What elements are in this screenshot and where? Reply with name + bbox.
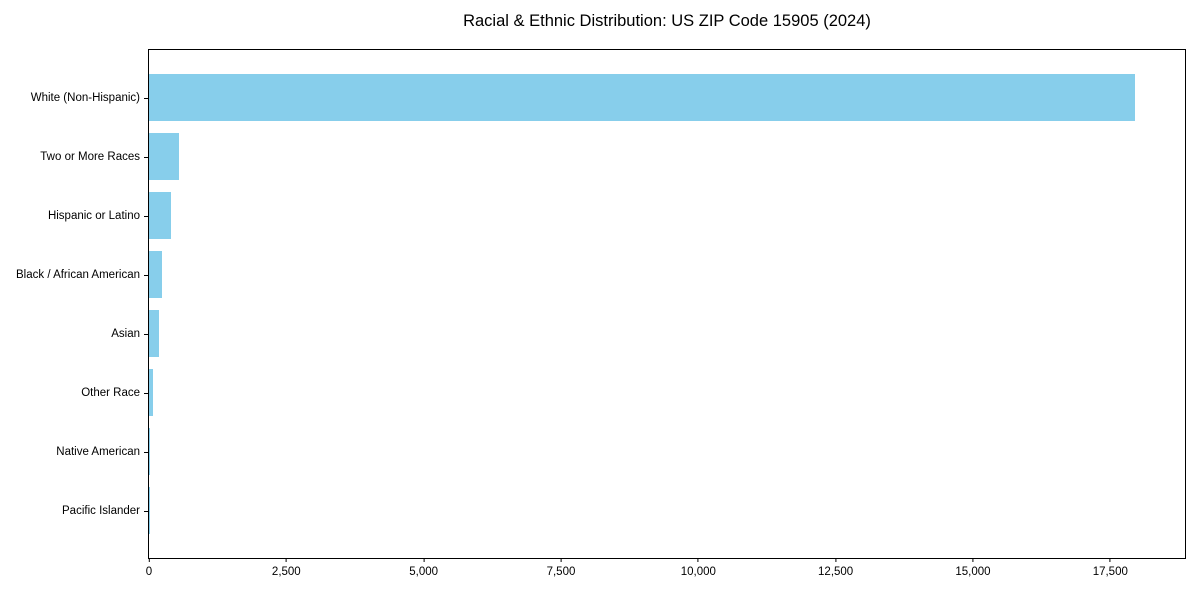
y-tick-label: White (Non-Hispanic)	[30, 91, 140, 104]
x-tick: 12,500	[818, 558, 853, 578]
y-tick-mark	[144, 451, 148, 453]
y-tick-mark	[144, 156, 148, 158]
chart-title: Racial & Ethnic Distribution: US ZIP Cod…	[463, 12, 871, 30]
x-tick-label: 5,000	[409, 566, 439, 578]
x-tick-label: 0	[145, 566, 153, 578]
x-tick: 15,000	[955, 558, 991, 578]
chart-row: Black / African American	[16, 245, 1185, 304]
y-tick-label: Hispanic or Latino	[47, 209, 140, 222]
x-tick-mark	[697, 558, 699, 562]
chart-row: Hispanic or Latino	[48, 186, 1185, 245]
bands: White (Non-Hispanic) Two or More Races H…	[16, 50, 1185, 558]
chart-row: Native American	[56, 422, 1185, 481]
x-tick: 5,000	[409, 558, 438, 578]
bar	[149, 73, 1135, 122]
y-tick-label: Other Race	[81, 386, 140, 399]
chart-row: Asian	[111, 304, 1185, 363]
x-tick-label: 12,500	[818, 566, 854, 578]
x-tick-mark	[1109, 558, 1111, 562]
bar	[149, 427, 150, 476]
bar	[149, 132, 179, 181]
chart-row: Pacific Islander	[62, 481, 1185, 540]
x-tick-label: 15,000	[955, 566, 991, 578]
x-tick-mark	[835, 558, 837, 562]
y-tick-mark	[144, 510, 148, 512]
bar	[149, 250, 163, 299]
x-tick-mark	[285, 558, 287, 562]
chart-row: Other Race	[81, 363, 1185, 422]
x-tick-mark	[972, 558, 974, 562]
bar	[149, 309, 159, 358]
bar	[149, 368, 154, 417]
x-tick-label: 17,500	[1092, 566, 1128, 578]
x-tick-mark	[148, 558, 150, 562]
x-tick-label: 10,000	[680, 566, 716, 578]
x-tick: 17,500	[1093, 558, 1128, 578]
bar	[149, 191, 171, 240]
y-tick-mark	[144, 392, 148, 394]
y-tick-mark	[144, 97, 148, 99]
x-tick-label: 2,500	[271, 566, 301, 578]
chart-row: Two or More Races	[40, 127, 1185, 186]
x-tick-mark	[423, 558, 425, 562]
x-tick: 2,500	[272, 558, 301, 578]
y-tick-mark	[144, 274, 148, 276]
x-tick: 7,500	[546, 558, 576, 578]
y-tick-label: Asian	[111, 327, 140, 340]
x-tick: 0	[146, 558, 152, 578]
y-tick-mark	[144, 333, 148, 335]
x-tick-label: 7,500	[546, 566, 576, 578]
y-tick-label: Native American	[56, 445, 140, 458]
x-tick-mark	[560, 558, 562, 562]
y-tick-label: Pacific Islander	[62, 504, 140, 517]
y-tick-label: Two or More Races	[40, 150, 140, 163]
x-tick: 10,000	[681, 558, 716, 578]
y-tick-mark	[144, 215, 148, 217]
chart-row: White (Non-Hispanic)	[31, 68, 1185, 127]
y-tick-label: Black / African American	[16, 268, 140, 281]
x-axis: 0 2,500 5,000 7,500 10,000 12,500 15,000…	[146, 558, 1185, 588]
plot-area: White (Non-Hispanic) Two or More Races H…	[16, 49, 1186, 578]
